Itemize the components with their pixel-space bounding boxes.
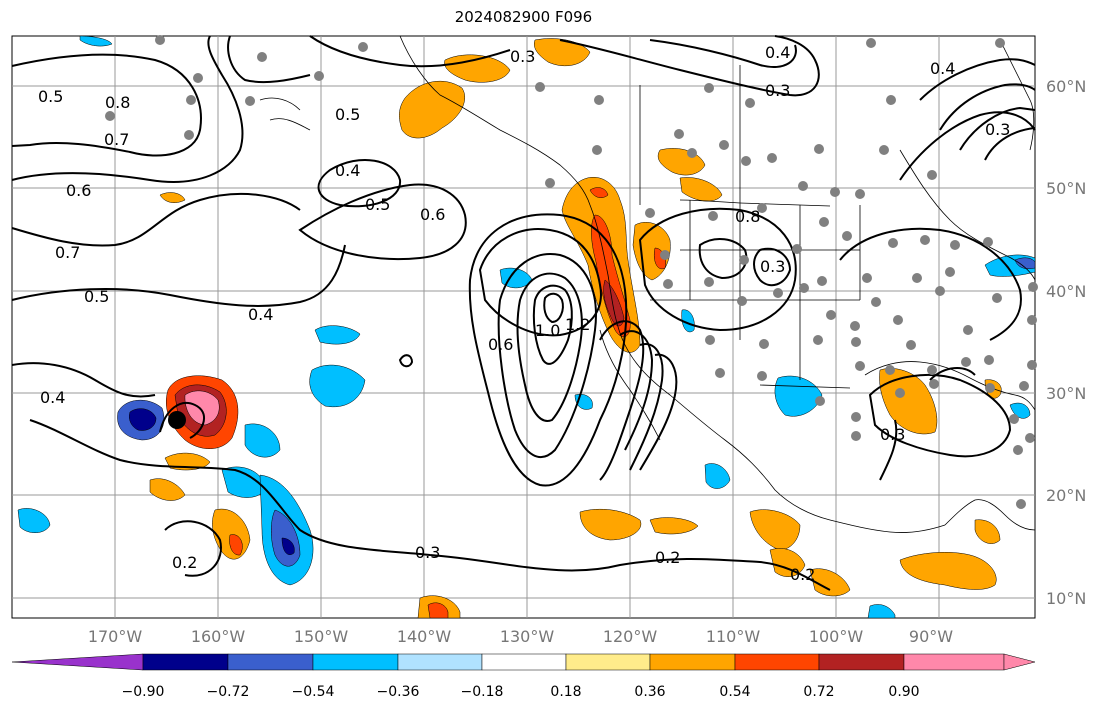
colorbar-tick-label: 0.72 (803, 684, 835, 700)
contour-label: 0.6 (488, 335, 513, 354)
contour-label: 0.3 (880, 425, 905, 444)
contour-label: 0.7 (104, 130, 129, 149)
colorbar-tick-label: −0.90 (121, 684, 165, 700)
colorbar-tick-label: 0.36 (634, 684, 666, 700)
colorbar-segment (11, 653, 144, 671)
colorbar-segment (903, 653, 1005, 671)
lon-label: 110°W (705, 627, 761, 646)
contour-label: 0.5 (365, 195, 390, 214)
colorbar (11, 653, 1036, 671)
colorbar-tick-label: 0.18 (550, 684, 582, 700)
contour-label: 0.4 (40, 388, 65, 407)
lat-label: 20°N (1046, 486, 1087, 505)
contour-label: 0.8 (735, 207, 760, 226)
colorbar-tick-label: −0.72 (206, 684, 250, 700)
lon-label: 120°W (602, 627, 658, 646)
contour-label: 0.5 (38, 87, 63, 106)
shaded-anomalies (17, 35, 1036, 619)
colorbar-segment (481, 653, 567, 671)
colorbar-segment (142, 653, 229, 671)
contour-label: 1.0 (535, 321, 560, 340)
contour-label: 0.2 (790, 565, 815, 584)
lat-label: 10°N (1046, 589, 1087, 608)
contour-label: 0.3 (760, 257, 785, 276)
contour-label: 0.3 (510, 47, 535, 66)
lon-label: 90°W (908, 627, 954, 646)
contour-label: 0.4 (248, 305, 273, 324)
contour-label: 0.2 (655, 548, 680, 567)
station-dots (105, 35, 1038, 509)
contour-label: 0.5 (335, 105, 360, 124)
colorbar-segment (1003, 653, 1036, 671)
storm-center-marker (168, 411, 186, 429)
lon-label: 160°W (190, 627, 246, 646)
coastlines (259, 35, 1036, 533)
colorbar-segment (397, 653, 483, 671)
colorbar-segment (818, 653, 905, 671)
contour-label: 0.2 (172, 553, 197, 572)
lon-label: 170°W (87, 627, 143, 646)
contour-label: 0.3 (985, 120, 1010, 139)
contour-label: 0.6 (420, 205, 445, 224)
lon-label: 140°W (396, 627, 452, 646)
colorbar-segment (312, 653, 399, 671)
lat-label: 60°N (1046, 77, 1087, 96)
contour-labels: 0.5 0.7 0.8 0.6 0.7 0.5 0.4 0.4 0.4 0.5 … (38, 43, 1010, 584)
map-title: 2024082900 F096 (454, 8, 593, 26)
colorbar-tick-label: 0.90 (888, 684, 920, 700)
contour-label: 0.3 (765, 81, 790, 100)
contour-label: 0.6 (66, 181, 91, 200)
contour-label: 0.4 (765, 43, 790, 62)
colorbar-tick-label: 0.54 (719, 684, 751, 700)
contour-label: 0.8 (105, 93, 130, 112)
contour-label: 0.3 (415, 543, 440, 562)
lat-label: 30°N (1046, 384, 1087, 403)
contours (11, 35, 1036, 591)
lon-label: 150°W (293, 627, 349, 646)
lon-label: 130°W (499, 627, 555, 646)
lon-label: 100°W (808, 627, 864, 646)
lat-label: 40°N (1046, 282, 1087, 301)
colorbar-tick-label: −0.36 (376, 684, 420, 700)
lat-label: 50°N (1046, 179, 1087, 198)
contour-label: 1.2 (565, 315, 590, 334)
contour-label: 0.5 (84, 287, 109, 306)
colorbar-segment (649, 653, 736, 671)
colorbar-segment (227, 653, 314, 671)
contour-label: 0.4 (335, 161, 360, 180)
contour-label: 0.7 (55, 243, 80, 262)
colorbar-segment (565, 653, 651, 671)
colorbar-tick-label: −0.18 (460, 684, 504, 700)
contour-label: 0.4 (930, 59, 955, 78)
colorbar-tick-label: −0.54 (291, 684, 335, 700)
colorbar-segment (734, 653, 820, 671)
